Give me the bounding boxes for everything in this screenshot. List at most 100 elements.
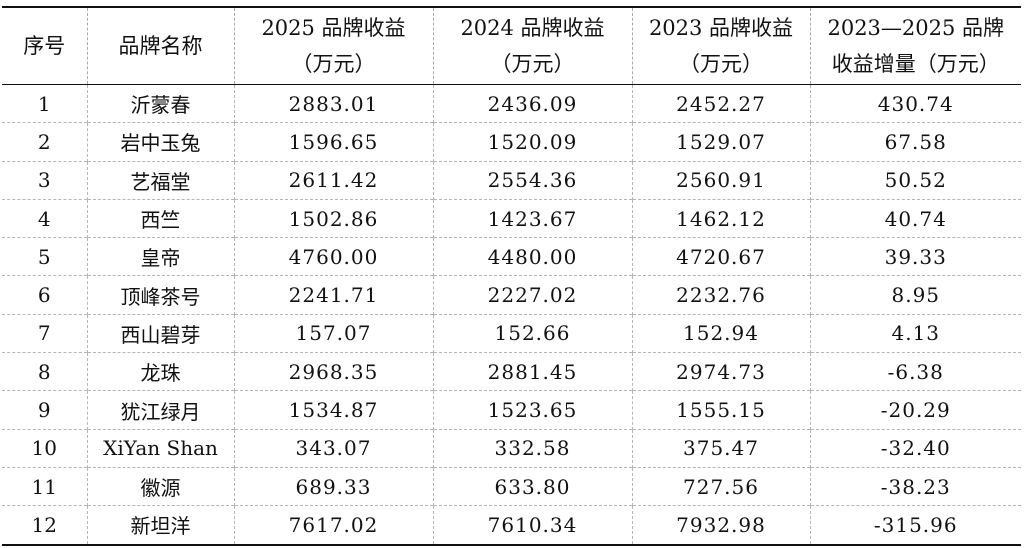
cell-revenue-2025: 2611.42 bbox=[234, 160, 434, 200]
cell-revenue-2023: 2974.73 bbox=[632, 352, 811, 391]
table-row: 4 西竺 1502.86 1423.67 1462.12 40.74 bbox=[2, 198, 1021, 238]
cell-revenue-2025: 2968.35 bbox=[234, 352, 434, 391]
cell-revenue-2024: 332.58 bbox=[433, 428, 633, 468]
cell-brand-name: 龙珠 bbox=[87, 352, 235, 391]
cell-brand-name: 顶峰茶号 bbox=[87, 275, 235, 315]
cell-revenue-increment: 67.58 bbox=[810, 122, 1021, 162]
brand-revenue-table: 序号 品牌名称 2025 品牌收益 （万元） 2024 品牌收益 （万元） 2023 品牌收… bbox=[2, 6, 1021, 546]
cell-index: 6 bbox=[2, 275, 88, 315]
cell-revenue-2025: 343.07 bbox=[234, 428, 434, 468]
cell-revenue-2023: 2452.27 bbox=[632, 84, 811, 123]
cell-revenue-2024: 2436.09 bbox=[433, 84, 633, 123]
cell-revenue-2023: 727.56 bbox=[632, 466, 811, 506]
header-line-1: 品牌名称 bbox=[118, 34, 203, 58]
table-header: 序号 品牌名称 2025 品牌收益 （万元） 2024 品牌收益 （万元） 2023 品牌收… bbox=[2, 7, 1021, 85]
cell-brand-name: 西竺 bbox=[87, 198, 235, 238]
cell-revenue-increment: 8.95 bbox=[810, 275, 1021, 315]
header-line-1: 2025 品牌收益 bbox=[261, 16, 406, 40]
cell-revenue-increment: 430.74 bbox=[877, 91, 954, 116]
cell-revenue-2024: 2227.02 bbox=[433, 275, 633, 315]
header-line-1: 2023—2025 品牌 bbox=[827, 16, 1005, 40]
cell-revenue-2025: 157.07 bbox=[234, 313, 434, 353]
cell-revenue-2023: 152.94 bbox=[632, 313, 811, 353]
header-revenue-2025: 2025 品牌收益 （万元） bbox=[234, 7, 434, 85]
cell-brand-name: 犹江绿月 bbox=[87, 390, 235, 430]
header-line-1: 2023 品牌收益 bbox=[648, 16, 794, 40]
cell-revenue-2023: 1462.12 bbox=[632, 198, 811, 238]
cell-revenue-increment: -32.40 bbox=[810, 428, 1021, 468]
cell-brand-name: 皇帝 bbox=[87, 237, 235, 276]
table-body: 1 沂蒙春 2883.01 2436.09 2452.27 430.74 2 岩中玉兔 1596… bbox=[2, 84, 1021, 545]
cell-index: 7 bbox=[2, 313, 88, 353]
cell-revenue-2023: 7932.98 bbox=[632, 505, 811, 545]
cell-revenue-2024: 152.66 bbox=[433, 313, 633, 353]
table-row: 10 XiYan Shan 343.07 332.58 375.47 -32.40 bbox=[2, 428, 1021, 468]
header-line-2: （万元） bbox=[679, 52, 763, 76]
cell-revenue-2023: 375.47 bbox=[632, 428, 811, 468]
cell-index: 5 bbox=[2, 237, 88, 276]
cell-revenue-2023: 4720.67 bbox=[632, 237, 811, 276]
cell-revenue-2024: 633.80 bbox=[433, 466, 633, 506]
header-line-1: 序号 bbox=[23, 34, 66, 58]
cell-revenue-2023: 1529.07 bbox=[632, 122, 811, 162]
table-row: 12 新坦洋 7617.02 7610.34 7932.98 -315.96 bbox=[2, 505, 1021, 545]
cell-revenue-2025: 689.33 bbox=[234, 466, 434, 506]
cell-brand-name: 徽源 bbox=[87, 466, 235, 506]
cell-revenue-2023: 2560.91 bbox=[632, 160, 811, 200]
header-brand-name: 品牌名称 bbox=[87, 7, 235, 85]
cell-revenue-2025: 4760.00 bbox=[234, 237, 434, 276]
cell-brand-name: 艺福堂 bbox=[87, 160, 235, 200]
table-row: 9 犹江绿月 1534.87 1523.65 1555.15 -20.29 bbox=[2, 390, 1021, 430]
cell-brand-name: 岩中玉兔 bbox=[87, 122, 235, 162]
cell-revenue-increment: -315.96 bbox=[810, 505, 1021, 545]
header-line-2: （万元） bbox=[490, 52, 575, 76]
table-row: 5 皇帝 4760.00 4480.00 4720.67 39.33 bbox=[2, 237, 1021, 276]
cell-revenue-increment: 39.33 bbox=[810, 237, 1021, 276]
table-row: 7 西山碧芽 157.07 152.66 152.94 4.13 bbox=[2, 313, 1021, 353]
cell-revenue-2024: 1523.65 bbox=[433, 390, 633, 430]
cell-brand-name: 西山碧芽 bbox=[87, 313, 235, 353]
cell-revenue-2025: 1596.65 bbox=[234, 122, 434, 162]
header-revenue-2024: 2024 品牌收益 （万元） bbox=[433, 7, 633, 85]
table-row: 11 徽源 689.33 633.80 727.56 -38.23 bbox=[2, 466, 1021, 506]
cell-revenue-2023: 2232.76 bbox=[632, 275, 811, 315]
table-row: 3 艺福堂 2611.42 2554.36 2560.91 50.52 bbox=[2, 160, 1021, 200]
cell-revenue-2024: 2881.45 bbox=[433, 352, 633, 391]
cell-revenue-increment: -6.38 bbox=[810, 352, 1021, 391]
cell-revenue-2024: 7610.34 bbox=[433, 505, 633, 545]
cell-revenue-2024: 2554.36 bbox=[433, 160, 633, 200]
cell-revenue-2024: 4480.00 bbox=[433, 237, 633, 276]
cell-index: 8 bbox=[2, 352, 88, 391]
cell-index: 1 bbox=[2, 84, 88, 123]
table-row: 6 顶峰茶号 2241.71 2227.02 2232.76 8.95 bbox=[2, 275, 1021, 315]
cell-revenue-increment: 40.74 bbox=[810, 198, 1021, 238]
cell-revenue-2025: 7617.02 bbox=[234, 505, 434, 545]
table-row: 8 龙珠 2968.35 2881.45 2974.73 -6.38 bbox=[2, 352, 1021, 391]
table-row: 1 沂蒙春 2883.01 2436.09 2452.27 430.74 bbox=[2, 84, 1021, 123]
header-revenue-increment: 2023—2025 品牌 收益增量（万元） bbox=[810, 7, 1021, 85]
cell-revenue-increment: 50.52 bbox=[810, 160, 1021, 200]
cell-revenue-2025: 1502.86 bbox=[234, 198, 434, 238]
cell-index: 12 bbox=[2, 505, 88, 545]
cell-revenue-2025: 2883.01 bbox=[234, 84, 434, 123]
cell-index: 3 bbox=[2, 160, 88, 200]
table-row: 2 岩中玉兔 1596.65 1520.09 1529.07 67.58 bbox=[2, 122, 1021, 162]
header-revenue-2023: 2023 品牌收益 （万元） bbox=[632, 7, 811, 85]
header-index: 序号 bbox=[2, 7, 88, 85]
cell-revenue-2025: 1534.87 bbox=[234, 390, 434, 430]
cell-index: 9 bbox=[2, 390, 88, 430]
header-line-1: 2024 品牌收益 bbox=[460, 16, 605, 40]
cell-revenue-2023: 1555.15 bbox=[632, 390, 811, 430]
brand-revenue-table-container: 序号 品牌名称 2025 品牌收益 （万元） 2024 品牌收益 （万元） 2023 品牌收… bbox=[2, 6, 1021, 546]
cell-revenue-increment: -38.23 bbox=[810, 466, 1021, 506]
cell-brand-name: 沂蒙春 bbox=[87, 84, 235, 123]
cell-index: 11 bbox=[2, 466, 88, 506]
cell-index: 2 bbox=[2, 122, 88, 162]
header-row: 序号 品牌名称 2025 品牌收益 （万元） 2024 品牌收益 （万元） 2023 品牌收… bbox=[2, 7, 1021, 85]
cell-index: 10 bbox=[2, 428, 88, 468]
header-line-2: 收益增量（万元） bbox=[831, 52, 1000, 76]
cell-brand-name: 新坦洋 bbox=[87, 505, 235, 545]
header-line-2: （万元） bbox=[291, 52, 376, 76]
cell-brand-name: XiYan Shan bbox=[87, 428, 235, 468]
cell-revenue-increment: -20.29 bbox=[810, 390, 1021, 430]
